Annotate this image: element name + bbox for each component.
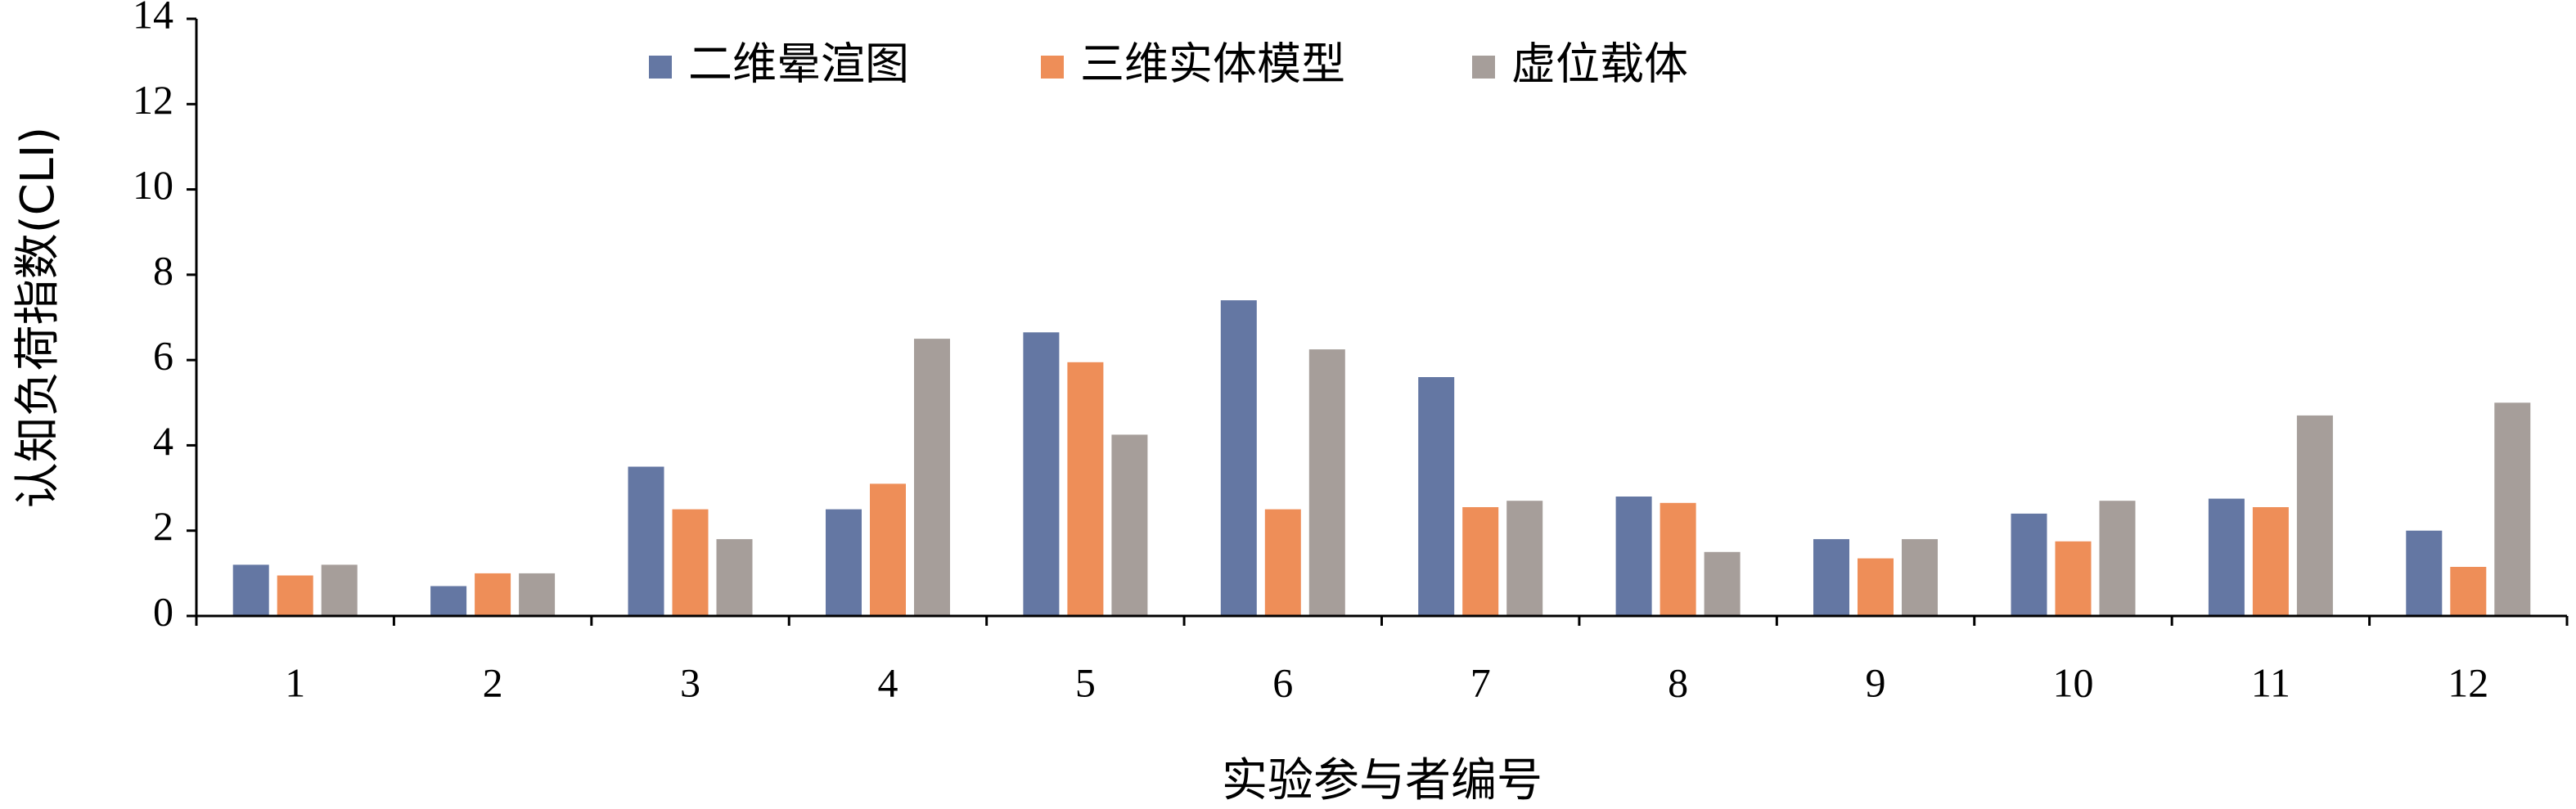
bar-series-2-cat-3 — [672, 509, 709, 616]
y-tick-label: 12 — [133, 77, 173, 123]
bar-series-2-cat-2 — [475, 573, 511, 616]
bar-series-1-cat-10 — [2011, 513, 2047, 616]
y-tick-label: 4 — [153, 418, 173, 464]
bar-series-2-cat-12 — [2450, 567, 2487, 616]
bars-group — [232, 300, 2531, 617]
y-tick-label: 10 — [133, 162, 173, 208]
bar-series-3-cat-12 — [2494, 402, 2531, 616]
legend-swatch-2 — [1041, 56, 1064, 79]
bar-series-1-cat-12 — [2406, 530, 2443, 616]
bar-series-1-cat-1 — [232, 564, 269, 616]
bar-series-1-cat-11 — [2208, 498, 2245, 616]
legend-swatch-1 — [649, 56, 672, 79]
x-tick-label: 7 — [1470, 659, 1491, 705]
legend-label-1: 二维晕渲图 — [688, 38, 909, 90]
y-tick-label: 0 — [153, 588, 173, 634]
legend-swatch-3 — [1472, 56, 1495, 79]
legend-label-2: 三维实体模型 — [1080, 38, 1345, 90]
x-tick-label: 4 — [877, 659, 898, 705]
bar-series-3-cat-8 — [1704, 551, 1741, 616]
bar-series-1-cat-5 — [1023, 332, 1060, 617]
bar-series-2-cat-4 — [870, 483, 906, 616]
legend-label-3: 虚位载体 — [1511, 38, 1688, 90]
x-tick-label: 11 — [2251, 659, 2290, 705]
y-tick-label: 6 — [153, 333, 173, 379]
bar-series-1-cat-8 — [1615, 497, 1652, 616]
bar-series-2-cat-8 — [1660, 502, 1696, 616]
x-tick-label: 2 — [483, 659, 503, 705]
bar-series-3-cat-3 — [716, 539, 753, 616]
bar-series-3-cat-4 — [914, 339, 950, 616]
y-axis-title: 认知负荷指数(CLI) — [11, 127, 65, 509]
x-tick-label: 3 — [680, 659, 700, 705]
bar-series-2-cat-10 — [2055, 541, 2092, 617]
bar-series-3-cat-11 — [2296, 415, 2333, 616]
bar-series-3-cat-9 — [1902, 539, 1938, 616]
legend: 二维晕渲图 三维实体模型 虚位载体 — [649, 38, 1688, 90]
bar-series-2-cat-7 — [1462, 507, 1499, 616]
bar-series-1-cat-2 — [430, 586, 467, 616]
x-tick-label: 12 — [2448, 659, 2488, 705]
bar-series-2-cat-1 — [277, 575, 313, 616]
bar-series-3-cat-6 — [1308, 349, 1345, 616]
x-tick-label: 6 — [1272, 659, 1293, 705]
bar-series-3-cat-5 — [1111, 434, 1148, 616]
bar-series-3-cat-1 — [321, 564, 358, 616]
y-tick-label: 2 — [153, 503, 173, 549]
bar-series-2-cat-9 — [1858, 558, 1894, 616]
x-tick-label: 8 — [1668, 659, 1688, 705]
bar-series-1-cat-9 — [1813, 539, 1849, 616]
bar-series-3-cat-7 — [1506, 501, 1543, 616]
bar-series-2-cat-11 — [2252, 507, 2289, 616]
y-tick-label: 8 — [153, 247, 173, 293]
x-tick-label: 1 — [285, 659, 305, 705]
bar-series-1-cat-4 — [826, 509, 862, 616]
bar-series-1-cat-6 — [1220, 300, 1257, 616]
bar-series-3-cat-2 — [519, 573, 556, 616]
bar-series-2-cat-5 — [1067, 362, 1104, 617]
bar-series-3-cat-10 — [2099, 501, 2136, 616]
x-tick-label: 9 — [1866, 659, 1886, 705]
x-axis-title: 实验参与者编号 — [1222, 754, 1542, 807]
bar-series-1-cat-3 — [628, 466, 664, 616]
bar-series-1-cat-7 — [1418, 377, 1455, 616]
x-tick-label: 10 — [2052, 659, 2093, 705]
x-tick-label: 5 — [1075, 659, 1096, 705]
y-tick-label: 14 — [133, 0, 173, 37]
bar-series-2-cat-6 — [1264, 509, 1301, 616]
